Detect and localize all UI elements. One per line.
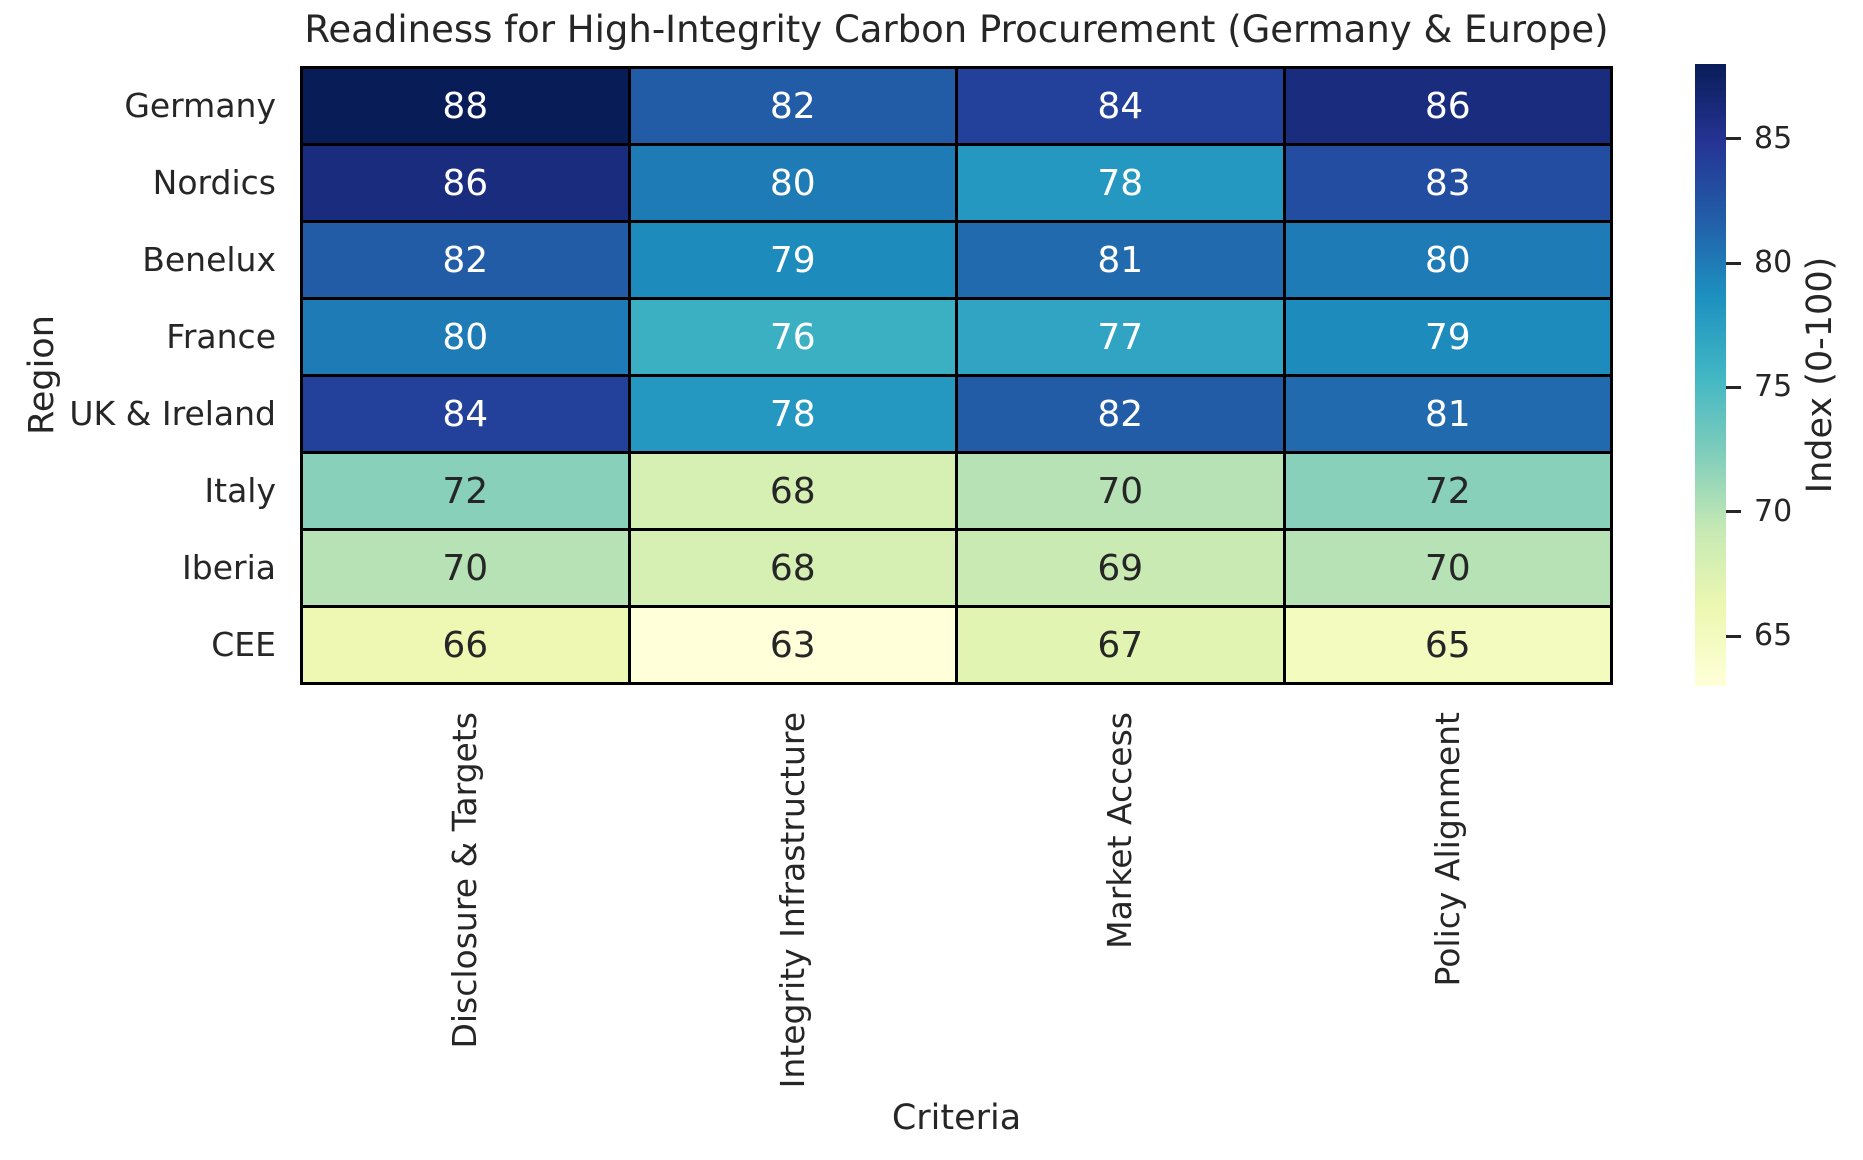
heatmap-cell: 69 xyxy=(958,531,1283,605)
heatmap-cell: 68 xyxy=(630,531,955,605)
heatmap-cell: 82 xyxy=(303,223,628,297)
y-axis-title: Region xyxy=(22,315,62,435)
chart-title: Readiness for High-Integrity Carbon Proc… xyxy=(304,8,1609,51)
colorbar xyxy=(1695,64,1726,686)
heatmap-cell: 76 xyxy=(630,300,955,374)
y-tick-label: France xyxy=(166,317,276,356)
heatmap-cell: 77 xyxy=(958,300,1283,374)
heatmap-cell: 68 xyxy=(630,454,955,528)
colorbar-tick-label: 80 xyxy=(1754,245,1793,281)
colorbar-tick-label: 65 xyxy=(1754,618,1793,654)
heatmap-cell: 86 xyxy=(1285,69,1610,143)
x-tick-label: Policy Alignment xyxy=(1427,712,1467,987)
heatmap-cell: 83 xyxy=(1285,146,1610,220)
heatmap-cell: 80 xyxy=(1285,223,1610,297)
heatmap-cell: 84 xyxy=(958,69,1283,143)
heatmap-cell: 82 xyxy=(630,69,955,143)
heatmap-cell: 79 xyxy=(630,223,955,297)
y-tick-label: Benelux xyxy=(142,240,276,279)
heatmap-cell: 79 xyxy=(1285,300,1610,374)
colorbar-tick-label: 70 xyxy=(1754,493,1793,529)
heatmap-cell: 70 xyxy=(303,531,628,605)
heatmap-cell: 81 xyxy=(958,223,1283,297)
heatmap-cell: 66 xyxy=(303,608,628,682)
heatmap-cell: 82 xyxy=(958,377,1283,451)
y-tick-label: Italy xyxy=(204,471,276,510)
heatmap-cell: 72 xyxy=(1285,454,1610,528)
colorbar-title: Index (0-100) xyxy=(1800,256,1840,494)
colorbar-tick-label: 85 xyxy=(1754,120,1793,156)
x-axis-title: Criteria xyxy=(891,1098,1022,1138)
x-tick-label: Integrity Infrastructure xyxy=(772,712,812,1089)
x-tick-label: Market Access xyxy=(1100,712,1140,949)
colorbar-tick-mark xyxy=(1726,137,1741,141)
colorbar-tick-mark xyxy=(1726,634,1741,638)
heatmap-cell: 86 xyxy=(303,146,628,220)
heatmap-cell: 70 xyxy=(958,454,1283,528)
heatmap-cell: 65 xyxy=(1285,608,1610,682)
heatmap-cell: 78 xyxy=(630,377,955,451)
colorbar-tick-mark xyxy=(1726,261,1741,265)
y-tick-label: CEE xyxy=(211,625,276,664)
heatmap-cell: 63 xyxy=(630,608,955,682)
heatmap-grid: 88 82 84 86 86 80 78 83 82 79 81 80 80 76 77 79 84 78 82 81… xyxy=(300,66,1613,685)
y-tick-label: UK & Ireland xyxy=(69,394,276,433)
y-tick-label: Iberia xyxy=(182,548,276,587)
heatmap-cell: 81 xyxy=(1285,377,1610,451)
y-tick-label: Nordics xyxy=(152,163,276,202)
heatmap-cell: 80 xyxy=(303,300,628,374)
x-tick-label: Disclosure & Targets xyxy=(445,712,485,1049)
colorbar-tick-mark xyxy=(1726,385,1741,389)
heatmap-cell: 70 xyxy=(1285,531,1610,605)
heatmap-cell: 80 xyxy=(630,146,955,220)
heatmap-cell: 84 xyxy=(303,377,628,451)
colorbar-tick-label: 75 xyxy=(1754,369,1793,405)
y-tick-label: Germany xyxy=(124,86,276,125)
heatmap-cell: 72 xyxy=(303,454,628,528)
heatmap-cell: 67 xyxy=(958,608,1283,682)
heatmap-cell: 78 xyxy=(958,146,1283,220)
colorbar-tick-mark xyxy=(1726,510,1741,514)
heatmap-cell: 88 xyxy=(303,69,628,143)
